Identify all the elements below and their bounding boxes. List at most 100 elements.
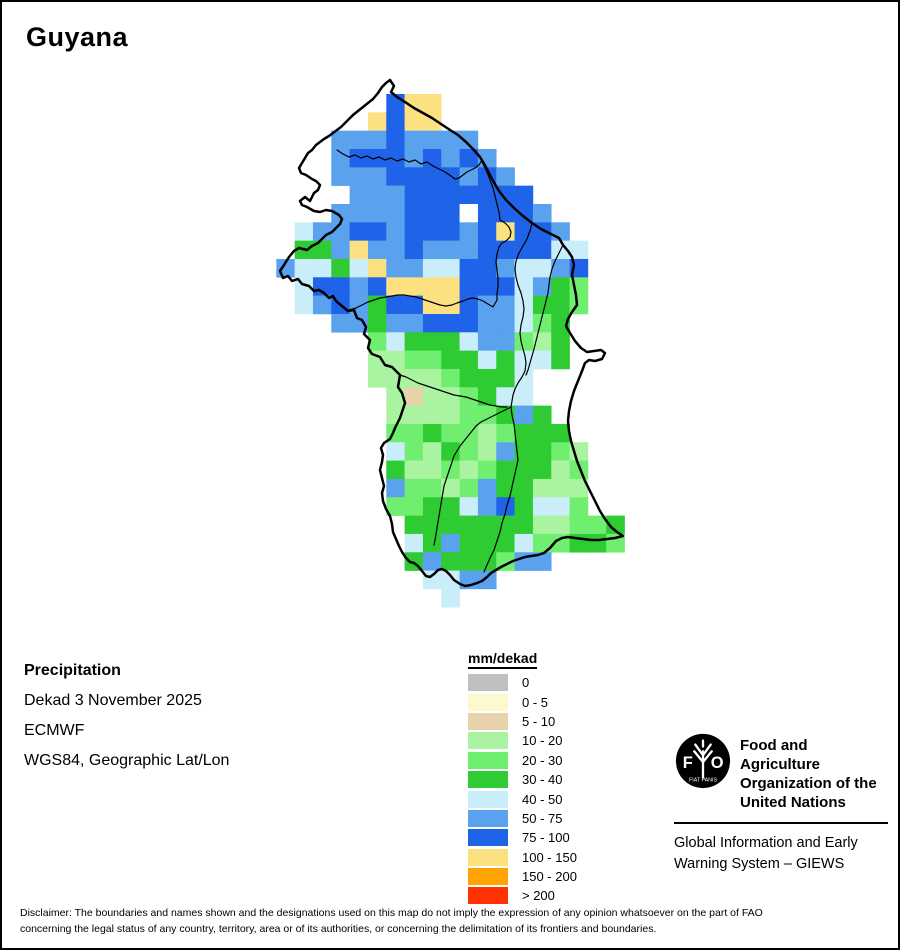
legend-label: 30 - 40 xyxy=(522,772,563,788)
precip-cell xyxy=(477,423,497,443)
precip-cell xyxy=(532,423,552,443)
precip-cell xyxy=(477,552,497,571)
legend-swatch xyxy=(468,751,508,769)
precip-cell xyxy=(532,405,552,425)
legend-label: 50 - 75 xyxy=(522,810,563,826)
precip-cell xyxy=(386,167,405,186)
legend-item: > 200 xyxy=(468,886,577,905)
precip-cell xyxy=(367,368,387,388)
precip-cell xyxy=(477,570,497,590)
precip-cell xyxy=(514,478,534,498)
precip-cell xyxy=(459,460,479,480)
precip-cell xyxy=(459,313,479,333)
precip-cell xyxy=(496,405,515,425)
precip-cell xyxy=(551,350,570,370)
precip-cell xyxy=(441,167,460,186)
precip-cell xyxy=(422,405,442,425)
precip-cell xyxy=(477,497,497,516)
precip-cell xyxy=(386,277,405,296)
legend-item: 150 - 200 xyxy=(468,867,577,886)
admin-boundary-south xyxy=(433,406,512,546)
precip-cell xyxy=(514,442,534,461)
legend-swatch xyxy=(468,674,508,692)
precip-cell xyxy=(514,185,534,205)
precip-cell xyxy=(331,130,350,150)
precip-cell xyxy=(422,130,442,150)
precip-cell xyxy=(422,552,442,571)
precip-cell xyxy=(551,277,570,296)
precip-cell xyxy=(441,277,460,296)
precip-cell xyxy=(551,478,570,498)
precip-cell xyxy=(349,203,369,223)
precip-cell xyxy=(496,203,515,223)
precip-cell xyxy=(606,515,625,535)
precip-cell xyxy=(404,222,424,241)
precip-cell xyxy=(514,387,534,406)
precip-cell xyxy=(514,350,534,370)
precip-cell xyxy=(496,515,515,535)
precip-cell xyxy=(422,222,442,241)
precip-cell xyxy=(422,240,442,260)
precip-cell xyxy=(477,222,497,241)
precip-cell xyxy=(496,387,515,406)
precip-cell xyxy=(459,240,479,260)
precip-cell xyxy=(496,423,515,443)
precip-cell xyxy=(477,387,497,406)
river-cuyuni xyxy=(348,294,498,311)
fao-logo-letter-o: O xyxy=(711,754,724,772)
precip-cell xyxy=(477,442,497,461)
fao-name: Food and Agriculture Organization of the… xyxy=(740,737,877,811)
precip-cell xyxy=(532,203,552,223)
precip-cell xyxy=(569,240,589,260)
precip-cell xyxy=(459,167,479,186)
precip-cell xyxy=(386,240,405,260)
precip-cell xyxy=(459,148,479,168)
fao-logo-icon: F O FIAT PANIS xyxy=(675,733,731,789)
precip-cell xyxy=(312,240,332,260)
precip-cell xyxy=(404,515,424,535)
precip-cell xyxy=(422,442,442,461)
legend-item: 10 - 20 xyxy=(468,731,577,750)
precip-cell xyxy=(404,277,424,296)
precip-cell xyxy=(331,313,350,333)
precip-cell xyxy=(496,295,515,315)
precip-cell xyxy=(386,332,405,351)
precip-cell xyxy=(496,258,515,278)
precip-cell xyxy=(422,478,442,498)
precip-cell xyxy=(551,497,570,516)
precip-cell xyxy=(349,240,369,260)
legend-label: > 200 xyxy=(522,888,555,904)
precip-cell xyxy=(459,277,479,296)
precip-cell xyxy=(441,387,460,406)
precip-cell xyxy=(532,442,552,461)
precip-cell xyxy=(477,277,497,296)
precip-cell xyxy=(404,94,424,113)
precip-cell xyxy=(404,442,424,461)
precip-cell xyxy=(514,313,534,333)
fao-logo-letter-f: F xyxy=(683,754,693,772)
dekad-label: Dekad 3 November 2025 xyxy=(24,692,202,709)
precip-cell xyxy=(386,148,405,168)
precip-cell xyxy=(459,478,479,498)
disclaimer-text: Disclaimer: The boundaries and names sho… xyxy=(20,907,763,935)
precip-cell xyxy=(404,423,424,443)
precip-cell xyxy=(422,332,442,351)
precip-cell xyxy=(459,222,479,241)
precip-cell xyxy=(551,295,570,315)
precipitation-raster xyxy=(276,94,625,608)
precip-cell xyxy=(441,588,460,608)
precip-cell xyxy=(367,112,387,131)
precip-cell xyxy=(422,460,442,480)
admin-boundary-north xyxy=(336,149,483,180)
precip-cell xyxy=(496,222,515,241)
precip-cell xyxy=(386,258,405,278)
precip-cell xyxy=(386,130,405,150)
precip-cell xyxy=(404,533,424,553)
precip-cell xyxy=(294,222,314,241)
precip-cell xyxy=(514,240,534,260)
precip-cell xyxy=(349,167,369,186)
precip-cell xyxy=(367,130,387,150)
precip-cell xyxy=(422,313,442,333)
precip-cell xyxy=(404,295,424,315)
precip-cell xyxy=(441,368,460,388)
